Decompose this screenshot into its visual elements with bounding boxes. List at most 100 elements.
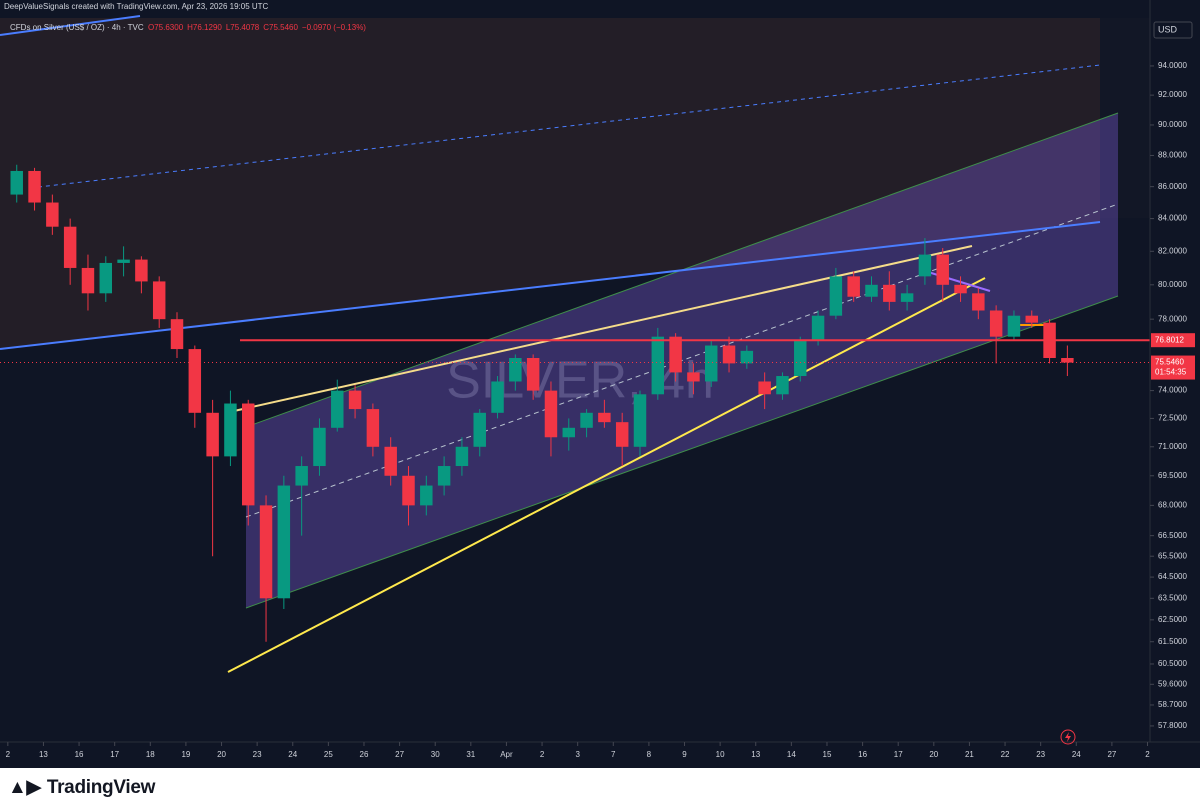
candle-body <box>420 485 433 506</box>
candle-body <box>81 267 95 294</box>
x-tick-label: 13 <box>751 750 760 759</box>
candle-body <box>188 349 202 413</box>
candle-body <box>437 466 451 486</box>
x-tick-label: 8 <box>647 750 652 759</box>
candle-body <box>152 281 166 320</box>
y-tick-label: 61.5000 <box>1158 637 1187 646</box>
x-tick-label: 23 <box>1036 750 1045 759</box>
candle-body <box>794 340 807 377</box>
x-tick-label: 23 <box>253 750 262 759</box>
candle-body <box>402 475 415 506</box>
candle-body <box>918 254 932 277</box>
y-tick-label: 60.5000 <box>1158 659 1187 668</box>
candle-body <box>972 293 985 311</box>
dashed-trend <box>29 64 1101 189</box>
trend-line <box>0 15 141 36</box>
candle-body <box>455 446 469 467</box>
currency-box[interactable] <box>1153 21 1193 39</box>
x-tick-label: 19 <box>181 750 190 759</box>
candle-body <box>259 505 273 599</box>
candle-body <box>669 336 682 373</box>
y-tick-label: 72.5000 <box>1158 414 1187 423</box>
candle-body <box>1061 357 1074 363</box>
x-tick-label: 27 <box>1107 750 1116 759</box>
x-tick-label: 17 <box>894 750 903 759</box>
watermark: SILVER, 4h <box>446 352 714 410</box>
y-tick-label: 88.0000 <box>1158 151 1187 160</box>
candle-body <box>277 485 291 599</box>
candle-body <box>544 390 558 438</box>
x-tick-label: 2 <box>540 750 545 759</box>
candle-body <box>313 427 326 467</box>
channel-bottom <box>245 295 1119 609</box>
currency[interactable]: USD <box>1158 24 1178 34</box>
candle-body <box>99 262 113 294</box>
candle-body <box>704 345 718 382</box>
candle-body <box>900 293 914 302</box>
alert-icon[interactable] <box>1065 732 1071 742</box>
candle-body <box>598 412 611 423</box>
level-label: 76.8012 <box>1155 335 1184 344</box>
y-tick-label: 69.5000 <box>1158 471 1187 480</box>
shaded-zone <box>1100 18 1150 218</box>
trend-line <box>0 221 1101 350</box>
candle-body <box>758 381 771 395</box>
y-tick-label: 57.8000 <box>1158 721 1187 730</box>
candle-body <box>615 422 629 447</box>
x-tick-label: 10 <box>716 750 725 759</box>
footer: ▲▶ TradingView <box>0 768 1200 805</box>
y-tick-label: 80.0000 <box>1158 280 1187 289</box>
y-tick-label: 92.0000 <box>1158 90 1187 99</box>
x-tick-label: 17 <box>110 750 119 759</box>
x-tick-label: 24 <box>288 750 297 759</box>
candle-body <box>847 276 860 297</box>
candle-body <box>473 412 486 447</box>
ohlc-value: H76.1290 <box>187 23 222 32</box>
y-tick-label: 64.5000 <box>1158 572 1187 581</box>
x-tick-label: 15 <box>823 750 832 759</box>
ohlc-value: O75.6300 <box>148 23 184 32</box>
candle-body <box>242 403 255 506</box>
wedge-top <box>233 245 973 412</box>
x-tick-label: 24 <box>1072 750 1081 759</box>
candle-body <box>509 357 522 382</box>
ohlc-value: L75.4078 <box>226 23 260 32</box>
wedge-bottom <box>227 277 986 673</box>
ohlc-value: −0.0970 (−0.13%) <box>302 23 366 32</box>
candle-body <box>366 409 380 447</box>
candle-body <box>651 336 665 395</box>
y-tick-label: 71.0000 <box>1158 442 1187 451</box>
candle-body <box>206 412 219 457</box>
candle-body <box>10 170 23 195</box>
candle-body <box>989 310 1003 337</box>
y-tick-label: 68.0000 <box>1158 500 1187 509</box>
x-tick-label: 16 <box>858 750 867 759</box>
candle-body <box>348 390 362 410</box>
candle-body <box>135 259 148 282</box>
x-tick-label: 13 <box>39 750 48 759</box>
candle-body <box>295 466 308 486</box>
alert-icon[interactable] <box>1060 729 1076 745</box>
candle-body <box>1007 315 1021 337</box>
x-tick-label: 18 <box>146 750 155 759</box>
candle-body <box>633 394 647 447</box>
x-tick-label: 26 <box>360 750 369 759</box>
y-tick-label: 58.7000 <box>1158 700 1187 709</box>
candle-body <box>936 254 949 285</box>
x-tick-label: 27 <box>395 750 404 759</box>
x-tick-label: 31 <box>466 750 475 759</box>
x-tick-label: 2 <box>1145 750 1150 759</box>
candle-body <box>740 350 754 364</box>
x-tick-label: 16 <box>75 750 84 759</box>
x-tick-label: 3 <box>575 750 580 759</box>
last-price-bg <box>1151 355 1195 380</box>
candle-body <box>491 381 504 413</box>
candle-body <box>722 345 736 364</box>
candle-body <box>170 319 184 350</box>
candle-body <box>224 403 237 457</box>
x-tick-label: 22 <box>1001 750 1010 759</box>
candle-body <box>46 202 59 227</box>
candle-body <box>811 315 825 341</box>
x-tick-label: 14 <box>787 750 796 759</box>
